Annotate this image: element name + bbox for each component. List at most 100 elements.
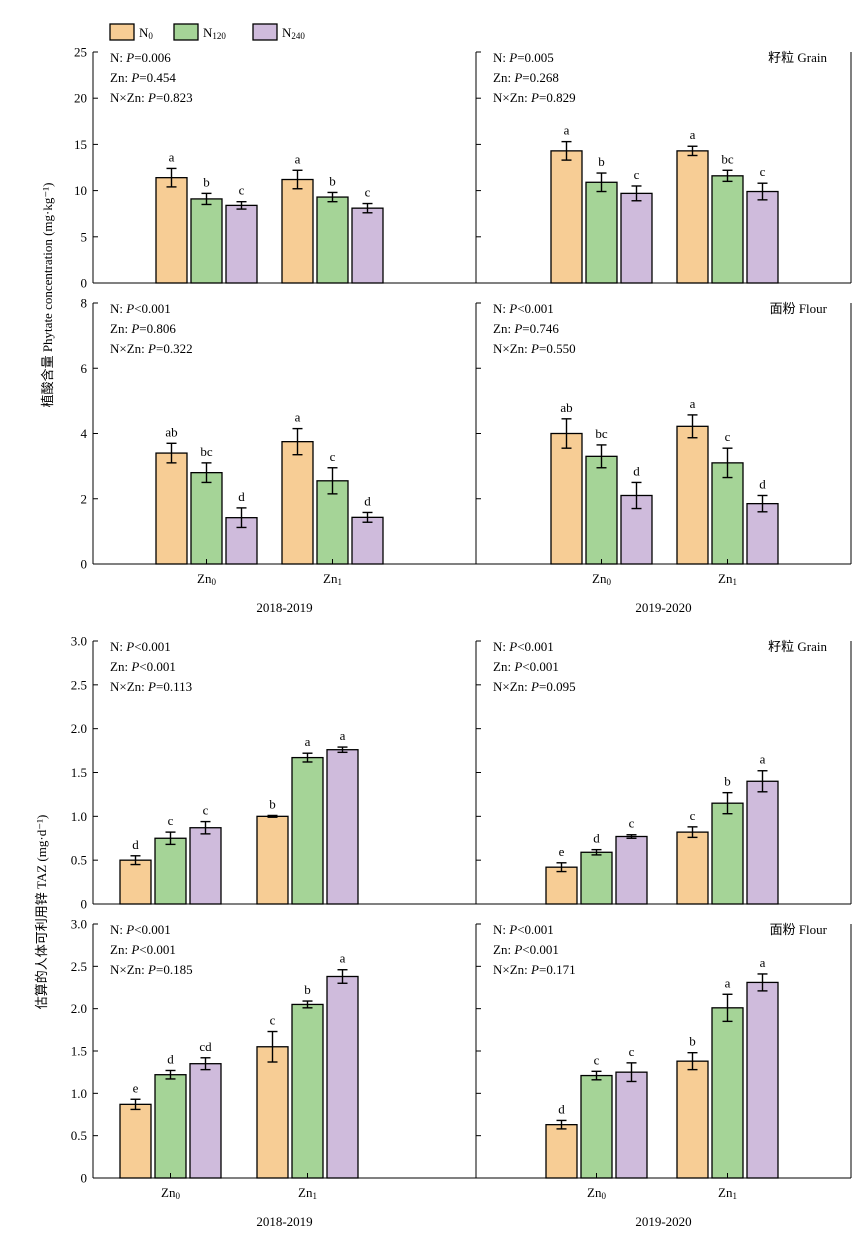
y-tick-label: 0 (81, 276, 88, 291)
bar-N240-Zn0 (225, 204, 258, 284)
y-tick-label: 15 (74, 137, 87, 152)
stat-line: N×Zn: P=0.095 (493, 679, 576, 694)
panel-label: 籽粒 Grain (768, 50, 827, 65)
bar-N0-Zn0 (155, 177, 188, 284)
significance-letter: ab (560, 400, 572, 415)
significance-letter: a (340, 951, 346, 966)
significance-letter: b (304, 982, 311, 997)
y-tick-label: 2.5 (71, 959, 87, 974)
y-tick-label: 2.0 (71, 721, 87, 736)
y-tick-label: 1.0 (71, 809, 87, 824)
significance-letter: b (689, 1034, 696, 1049)
stat-line: N×Zn: P=0.823 (110, 90, 193, 105)
significance-letter: a (305, 734, 311, 749)
legend-item-N240: N240 (252, 23, 305, 41)
significance-letter: a (690, 396, 696, 411)
bar-N120-Zn1 (711, 1007, 744, 1179)
significance-letter: b (724, 774, 731, 789)
x-axis-year-label: 2019-2020 (635, 600, 691, 615)
stat-line: N×Zn: P=0.185 (110, 962, 193, 977)
bar-N0-Zn0 (550, 432, 583, 565)
bar-N120-Zn1 (711, 175, 744, 284)
y-tick-label: 0 (81, 897, 88, 912)
significance-letter: a (295, 151, 301, 166)
bar-N240-Zn1 (326, 749, 359, 905)
panel-phytate-grain-2019-2020: a a b bc c c N: P=0.005 Zn: P=0.268 N×Zn: P=0.82… (475, 50, 852, 284)
bar-N0-Zn1 (676, 150, 709, 284)
y-tick-label: 3.0 (71, 634, 87, 649)
bar-N0-Zn0 (119, 1103, 152, 1179)
bar-N240-Zn1 (746, 190, 779, 284)
bar-N240-Zn0 (615, 1071, 648, 1179)
panel-label: 籽粒 Grain (768, 639, 827, 654)
panel-label: 面粉 Flour (770, 301, 828, 316)
legend-label-N240: N240 (282, 25, 305, 41)
y-tick-label: 8 (81, 296, 88, 311)
y-tick-label: 6 (81, 361, 88, 376)
bar-N120-Zn0 (190, 198, 223, 284)
bar-N120-Zn0 (154, 1074, 187, 1179)
bar-N0-Zn1 (676, 1060, 709, 1179)
significance-letter: a (169, 149, 175, 164)
bar-N120-Zn0 (580, 1074, 613, 1179)
x-category-label: Zn0 (161, 1185, 180, 1201)
y-tick-label: 1.5 (71, 1044, 87, 1059)
x-axis-year-label: 2018-2019 (256, 1214, 312, 1229)
significance-letter: a (760, 955, 766, 970)
stat-line: N: P<0.001 (493, 639, 554, 654)
significance-letter: c (629, 1044, 635, 1059)
x-category-label: Zn1 (298, 1185, 317, 1201)
x-category-label: Zn1 (718, 1185, 737, 1201)
significance-letter: b (269, 796, 276, 811)
significance-letter: ab (165, 424, 177, 439)
y-tick-label: 0.5 (71, 853, 87, 868)
bar-N0-Zn0 (545, 866, 578, 905)
legend-item-N0: N0 (109, 23, 153, 41)
bar-N120-Zn0 (154, 837, 187, 905)
significance-letter: d (132, 837, 139, 852)
bar-N120-Zn0 (585, 181, 618, 284)
y-tick-label: 2 (81, 491, 88, 506)
y-tick-label: 1.5 (71, 765, 87, 780)
y-tick-label: 4 (81, 426, 88, 441)
y-tick-label: 3.0 (71, 917, 87, 932)
legend-swatch-N0 (109, 23, 135, 41)
significance-letter: b (329, 173, 336, 188)
significance-letter: a (760, 752, 766, 767)
bar-N240-Zn0 (615, 835, 648, 905)
significance-letter: c (330, 449, 336, 464)
stat-line: N: P<0.001 (493, 922, 554, 937)
significance-letter: d (364, 493, 371, 508)
legend-label-N0: N0 (139, 25, 153, 41)
stat-line: N×Zn: P=0.829 (493, 90, 576, 105)
significance-letter: c (690, 808, 696, 823)
bar-N120-Zn0 (585, 455, 618, 565)
bar-N240-Zn1 (351, 207, 384, 284)
significance-letter: c (270, 1013, 276, 1028)
significance-letter: d (238, 489, 245, 504)
significance-letter: c (725, 429, 731, 444)
significance-letter: d (633, 463, 640, 478)
bar-N120-Zn0 (190, 471, 223, 565)
significance-letter: bc (721, 151, 734, 166)
stat-line: Zn: P=0.806 (110, 321, 176, 336)
stat-line: N: P<0.001 (110, 922, 171, 937)
bar-N240-Zn1 (746, 981, 779, 1179)
x-category-label: Zn0 (197, 571, 216, 587)
significance-letter: b (598, 154, 605, 169)
bar-N240-Zn0 (189, 827, 222, 905)
panel-phytate-grain-2018-2019: 0 5 10 15 20 25 a a b b c c N: P=0.006 Zn: P=0.454 N×Z… (74, 45, 476, 291)
significance-letter: a (340, 728, 346, 743)
stat-line: N: P<0.001 (110, 639, 171, 654)
bar-N0-Zn0 (119, 859, 152, 905)
y-tick-label: 1.0 (71, 1086, 87, 1101)
bar-N0-Zn0 (155, 452, 188, 565)
bar-N120-Zn1 (291, 756, 324, 905)
bar-N120-Zn1 (291, 1003, 324, 1179)
y-tick-label: 10 (74, 183, 87, 198)
y-tick-label: 2.5 (71, 677, 87, 692)
bar-N120-Zn0 (580, 851, 613, 905)
significance-letter: c (365, 185, 371, 200)
